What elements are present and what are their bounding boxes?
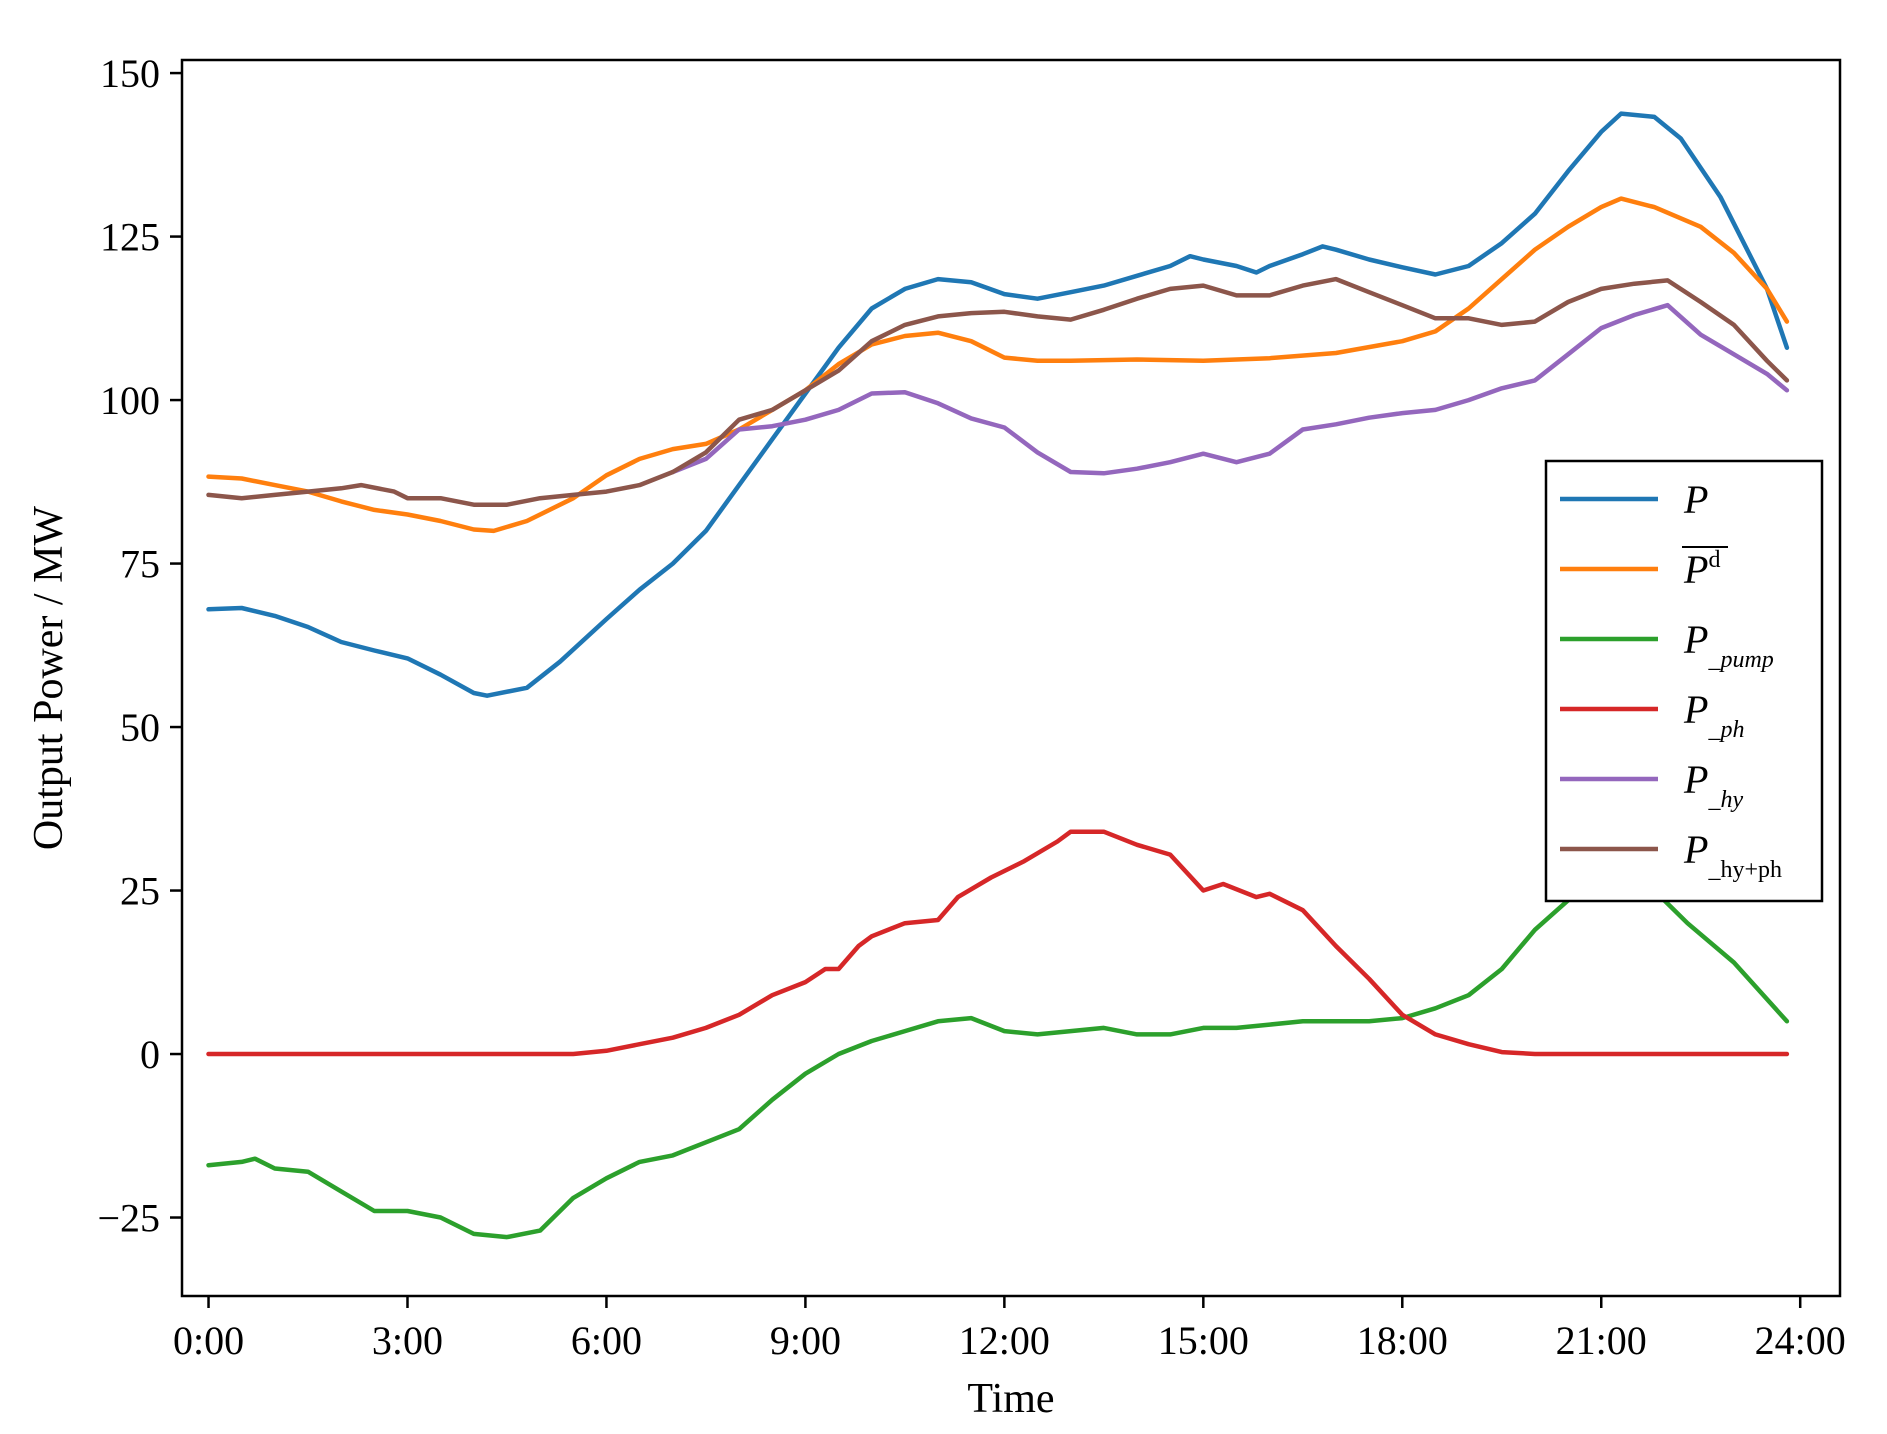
legend-label-1: Pd xyxy=(1683,547,1720,592)
y-tick-label: 100 xyxy=(100,378,160,423)
y-tick-label: 125 xyxy=(100,215,160,260)
x-tick-label: 21:00 xyxy=(1556,1318,1647,1363)
y-tick-label: 0 xyxy=(140,1032,160,1077)
legend-series-name: P xyxy=(1683,757,1708,802)
x-tick-label: 3:00 xyxy=(372,1318,443,1363)
x-axis-title: Time xyxy=(967,1376,1054,1422)
x-tick-label: 6:00 xyxy=(571,1318,642,1363)
series-line-3 xyxy=(206,829,1790,1057)
y-tick-label: 50 xyxy=(120,705,160,750)
legend-series-subscript: _hy+ph xyxy=(1707,857,1782,883)
y-tick-label: −25 xyxy=(97,1196,160,1241)
legend-label-4: P_hy xyxy=(1683,757,1743,813)
legend-label-2: P_pump xyxy=(1683,617,1774,673)
y-tick-label: 25 xyxy=(120,869,160,914)
legend-series-name: P xyxy=(1683,547,1708,592)
x-tick-label: 18:00 xyxy=(1357,1318,1448,1363)
plot-frame xyxy=(180,58,1842,1298)
legend-series-subscript: _pump xyxy=(1707,647,1773,673)
x-tick-label: 0:00 xyxy=(173,1318,244,1363)
y-axis-title: Output Power / MW xyxy=(26,506,72,851)
x-tick-label: 15:00 xyxy=(1158,1318,1249,1363)
series-line-2 xyxy=(206,876,1790,1240)
legend-label-5: P_hy+ph xyxy=(1683,827,1782,883)
x-tick-label: 24:00 xyxy=(1755,1318,1846,1363)
series-line-4 xyxy=(670,302,1790,476)
legend-label-3: P_ph xyxy=(1683,687,1744,743)
y-tick-label: 75 xyxy=(120,542,160,587)
series-line-0 xyxy=(206,111,1790,698)
legend-series-name: P xyxy=(1683,617,1708,662)
y-axis: −25 0 25 50 75 100 125 150 xyxy=(97,51,182,1241)
x-tick-label: 9:00 xyxy=(770,1318,841,1363)
legend-label-0: P xyxy=(1683,477,1708,522)
x-tick-label: 12:00 xyxy=(959,1318,1050,1363)
legend-series-name: P xyxy=(1683,477,1708,522)
y-tick-label: 150 xyxy=(100,51,160,96)
legend-series-name: P xyxy=(1683,827,1708,872)
legend-series-subscript: d xyxy=(1708,547,1720,573)
series-layer xyxy=(206,111,1790,1240)
legend-series-subscript: _ph xyxy=(1707,717,1744,743)
legend-box xyxy=(1544,459,1824,903)
series-line-1 xyxy=(206,196,1790,534)
series-line-5 xyxy=(206,276,1790,507)
legend-series-name: P xyxy=(1683,687,1708,732)
legend-series-subscript: _hy xyxy=(1707,787,1743,813)
x-axis: 0:00 3:00 6:00 9:00 12:00 15:00 18:00 21:00 24:0… xyxy=(173,1296,1846,1363)
